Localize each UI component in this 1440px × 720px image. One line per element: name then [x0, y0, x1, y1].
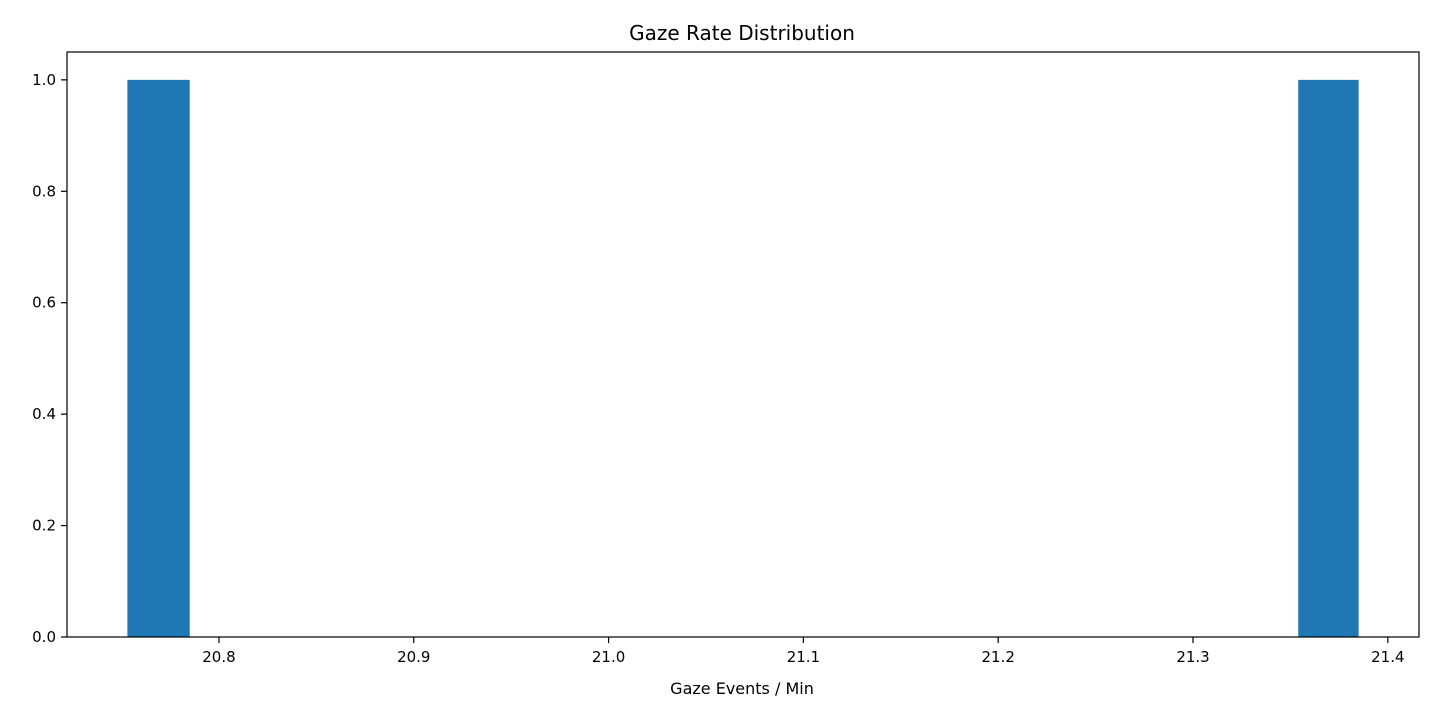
x-tick-label: 20.8 [202, 648, 235, 666]
histogram-bar-0 [127, 79, 190, 638]
x-tick-label: 21.4 [1371, 648, 1404, 666]
histogram-bar-1 [1298, 79, 1359, 638]
x-tick-label: 21.2 [982, 648, 1015, 666]
x-axis-label: Gaze Events / Min [670, 679, 814, 698]
x-tick-label: 21.1 [787, 648, 820, 666]
y-tick-label: 0.4 [32, 405, 56, 423]
bars-group [127, 79, 1359, 638]
y-axis-ticks: 0.0 0.2 0.4 0.6 0.8 1.0 [32, 71, 67, 646]
chart-title: Gaze Rate Distribution [629, 21, 855, 45]
plot-area-frame [66, 51, 1420, 638]
x-tick-label: 21.3 [1176, 648, 1209, 666]
y-tick-label: 0.6 [32, 294, 56, 312]
y-tick-label: 0.8 [32, 182, 56, 200]
x-tick-label: 21.0 [592, 648, 625, 666]
y-tick-label: 1.0 [32, 71, 56, 89]
x-tick-label: 20.9 [397, 648, 430, 666]
y-tick-label: 0.0 [32, 628, 56, 646]
y-tick-label: 0.2 [32, 517, 56, 535]
x-axis-ticks: 20.8 20.9 21.0 21.1 21.2 21.3 21.4 [202, 637, 1405, 666]
